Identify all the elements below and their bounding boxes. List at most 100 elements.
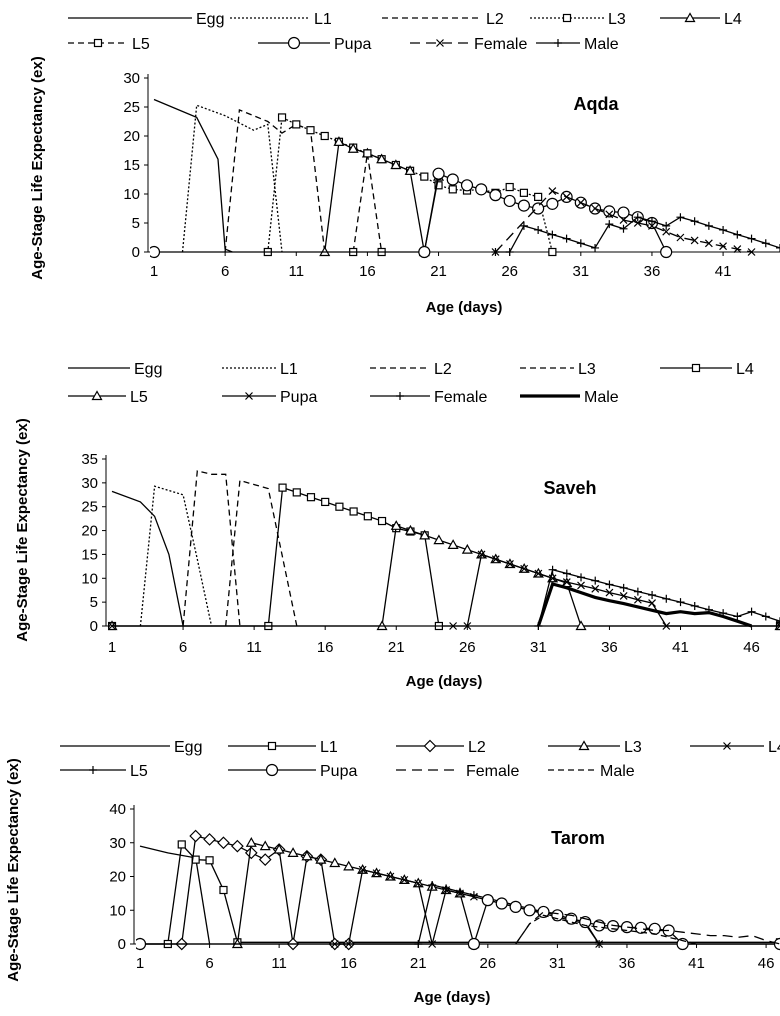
legend-marker [89, 766, 97, 774]
legend-label: Pupa [280, 389, 317, 406]
x-axis-label: Age (days) [406, 673, 483, 690]
x-tick-label: 1 [108, 639, 116, 656]
legend-label: Female [434, 389, 487, 406]
data-point-female [576, 198, 585, 207]
series-egg [111, 490, 184, 627]
legend-label: Egg [174, 739, 202, 756]
series-line-egg [153, 98, 233, 253]
legend-item-l2: L2 [382, 11, 504, 28]
series-line-female [515, 911, 780, 945]
data-point-pupa [503, 194, 516, 208]
data-point-l4 [400, 875, 409, 884]
data-point-l3 [343, 860, 355, 871]
legend-label: Egg [196, 11, 224, 28]
data-point-pupa [463, 622, 472, 630]
data-point-l4 [363, 512, 372, 521]
series-female [491, 187, 756, 256]
x-tick-label: 21 [388, 639, 405, 656]
legend-marker [265, 763, 279, 777]
y-tick-label: 20 [109, 869, 126, 886]
x-tick-label: 16 [340, 955, 357, 972]
series-l2 [182, 470, 241, 627]
data-point-l5 [419, 529, 431, 540]
data-point-female [577, 573, 586, 582]
x-tick-label: 21 [410, 955, 427, 972]
data-point-l4 [306, 493, 316, 502]
x-tick-label: 26 [501, 263, 518, 280]
data-point-pupa [605, 588, 614, 597]
series-line-l1 [139, 485, 213, 627]
legend-label: L4 [736, 361, 754, 378]
data-point-l2 [217, 836, 230, 850]
legend-item-egg: Egg [60, 739, 202, 756]
data-point-l2 [244, 846, 258, 860]
data-point-female [619, 583, 628, 592]
data-point-female [719, 242, 728, 251]
x-tick-label: 6 [221, 263, 229, 280]
legend-label: Egg [134, 361, 162, 378]
x-tick-label: 46 [743, 639, 760, 656]
data-point-pupa [520, 564, 529, 573]
data-point-l5 [390, 520, 402, 530]
legend-marker [684, 12, 696, 23]
data-point-pupa [481, 894, 494, 907]
legend-item-pupa: Pupa [258, 36, 371, 53]
data-point-l3 [306, 126, 315, 135]
series-l3 [231, 837, 480, 949]
legend-label: L3 [578, 361, 596, 378]
series-l4 [330, 865, 604, 948]
legend-marker [578, 740, 590, 751]
y-tick-label: 5 [90, 594, 98, 611]
legend-label: L4 [768, 739, 780, 756]
series-line-l4 [334, 869, 600, 945]
data-point-female [761, 612, 770, 621]
data-point-pupa [546, 197, 559, 210]
data-point-l4 [376, 153, 388, 164]
legend-marker [93, 38, 103, 48]
y-tick-label: 10 [109, 902, 126, 919]
data-point-l4 [414, 879, 423, 888]
legend-marker [562, 13, 572, 23]
series-line-l2 [182, 470, 241, 627]
legend-marker [691, 363, 701, 373]
data-point-pupa [460, 179, 474, 192]
data-point-female [747, 248, 756, 256]
series-line-male [536, 582, 753, 628]
series-l1 [181, 104, 283, 253]
series-line-pupa [154, 172, 667, 253]
series-male [536, 582, 753, 628]
x-tick-label: 31 [572, 263, 589, 280]
data-point-pupa [517, 199, 531, 212]
y-tick-label: 10 [81, 570, 98, 587]
plot-area [136, 829, 780, 951]
legend-label: L3 [624, 739, 642, 756]
x-tick-label: 11 [271, 955, 287, 972]
data-point-l1 [219, 885, 228, 895]
data-point-pupa [432, 167, 445, 180]
legend-label: L2 [486, 11, 504, 28]
data-point-female [548, 565, 557, 574]
data-point-l3 [548, 247, 557, 257]
x-tick-label: 41 [672, 639, 689, 656]
chart-title: Tarom [551, 828, 605, 848]
y-tick-label: 0 [118, 936, 126, 953]
legend-item-l2: L2 [396, 739, 486, 756]
series-line-female [537, 568, 780, 627]
data-point-pupa [773, 937, 780, 951]
y-tick-label: 35 [81, 451, 98, 468]
data-point-male [747, 234, 756, 243]
data-point-female [619, 216, 628, 225]
legend-item-l1: L1 [222, 361, 298, 378]
data-point-female [662, 227, 671, 236]
data-point-l3 [259, 840, 271, 851]
data-point-l4 [404, 165, 416, 175]
series-pupa [108, 550, 780, 630]
data-point-male [776, 243, 780, 252]
data-point-pupa [617, 206, 630, 219]
data-point-l3 [505, 182, 514, 192]
data-point-pupa [534, 569, 543, 578]
y-tick-label: 20 [81, 523, 98, 540]
